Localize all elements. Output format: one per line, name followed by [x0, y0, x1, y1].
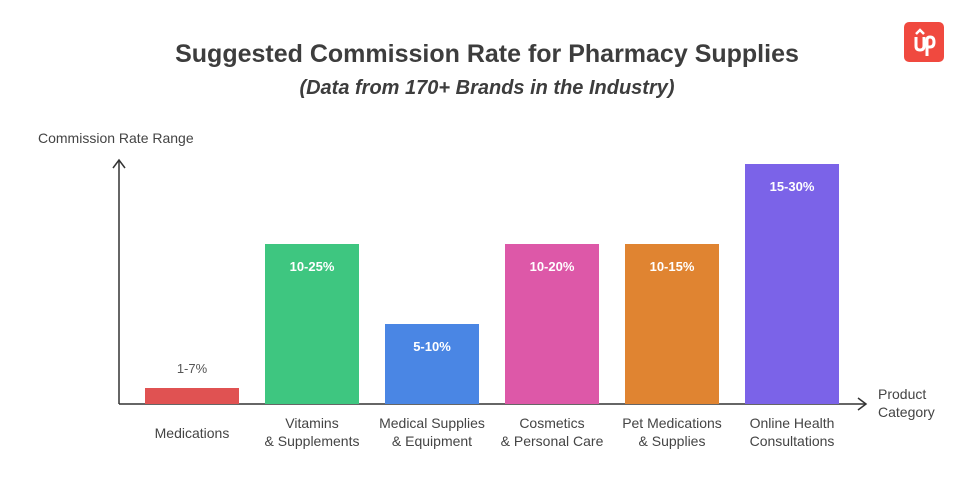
bar: [745, 164, 839, 404]
data-label: 10-20%: [530, 259, 575, 274]
x-tick-label: & Equipment: [392, 433, 472, 449]
x-axis-arrow-icon: [857, 397, 868, 411]
up-logo-icon: [914, 28, 936, 56]
x-tick-label: Medications: [155, 425, 230, 441]
y-axis-arrow-icon: [112, 158, 126, 169]
bar: [265, 244, 359, 404]
data-label: 5-10%: [413, 339, 451, 354]
bar: [385, 324, 479, 404]
x-tick-label: & Supplies: [639, 433, 706, 449]
x-tick-label: Online Health: [750, 415, 835, 431]
x-axis-label-line: Category: [878, 404, 935, 420]
data-label: 1-7%: [177, 361, 208, 376]
x-axis-label-line: Product: [878, 386, 927, 402]
x-tick-label: Vitamins: [285, 415, 338, 431]
x-tick-label: Medical Supplies: [379, 415, 485, 431]
chart-subtitle: (Data from 170+ Brands in the Industry): [299, 77, 675, 99]
x-axis-label: Product Category: [878, 385, 935, 421]
data-label: 15-30%: [770, 179, 815, 194]
logo: [904, 22, 944, 62]
x-tick-label: Consultations: [750, 433, 835, 449]
bar: [625, 244, 719, 404]
x-tick-label: & Personal Care: [501, 433, 604, 449]
bar: [145, 388, 239, 404]
data-label: 10-25%: [290, 259, 335, 274]
x-tick-label: Pet Medications: [622, 415, 722, 431]
y-axis-label: Commission Rate Range: [38, 130, 194, 146]
chart-title: Suggested Commission Rate for Pharmacy S…: [175, 40, 799, 68]
x-tick-label: & Supplements: [265, 433, 360, 449]
x-tick-label: Cosmetics: [519, 415, 584, 431]
data-label: 10-15%: [650, 259, 695, 274]
bar: [505, 244, 599, 404]
